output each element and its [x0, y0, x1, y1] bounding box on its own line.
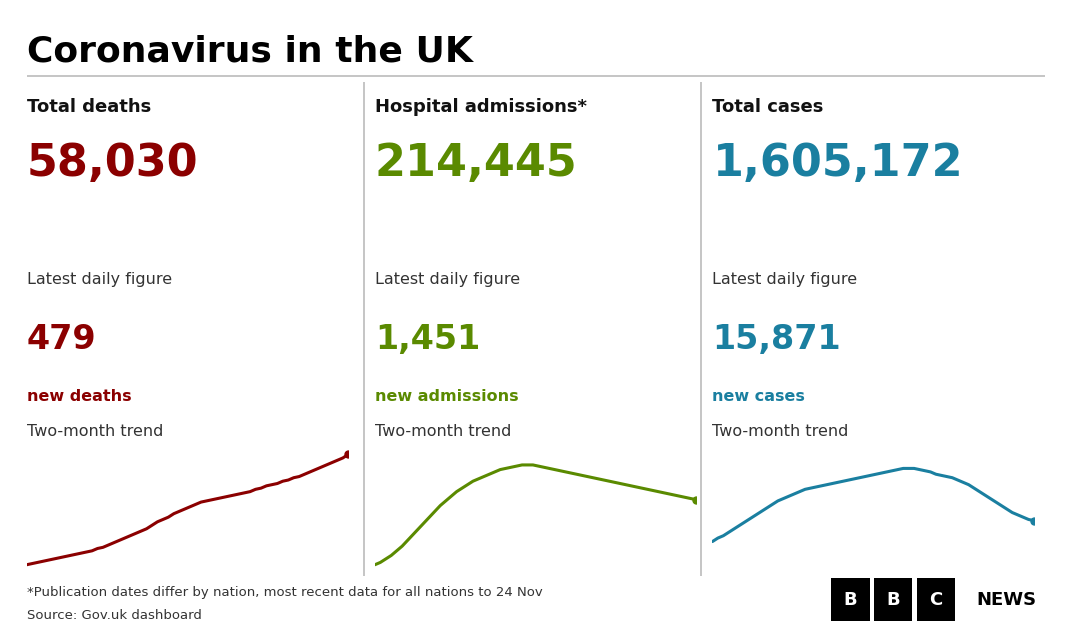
Text: 479: 479 — [27, 323, 96, 356]
Text: 214,445: 214,445 — [375, 142, 578, 185]
Text: Latest daily figure: Latest daily figure — [712, 272, 857, 287]
Text: new deaths: new deaths — [27, 389, 131, 404]
Text: NEWS: NEWS — [976, 591, 1036, 609]
FancyBboxPatch shape — [874, 579, 912, 622]
Text: Latest daily figure: Latest daily figure — [375, 272, 520, 287]
Text: Two-month trend: Two-month trend — [27, 424, 163, 439]
Text: 15,871: 15,871 — [712, 323, 841, 356]
Text: Source: Gov.uk dashboard: Source: Gov.uk dashboard — [27, 609, 201, 622]
Text: Two-month trend: Two-month trend — [375, 424, 512, 439]
Text: Hospital admissions*: Hospital admissions* — [375, 98, 587, 116]
Text: Latest daily figure: Latest daily figure — [27, 272, 172, 287]
Text: new admissions: new admissions — [375, 389, 518, 404]
FancyBboxPatch shape — [831, 579, 870, 622]
Text: C: C — [930, 591, 942, 609]
Text: Coronavirus in the UK: Coronavirus in the UK — [27, 35, 472, 69]
Text: Two-month trend: Two-month trend — [712, 424, 849, 439]
Text: B: B — [844, 591, 857, 609]
Text: B: B — [887, 591, 900, 609]
Text: 58,030: 58,030 — [27, 142, 198, 185]
Text: 1,605,172: 1,605,172 — [712, 142, 963, 185]
Text: Total deaths: Total deaths — [27, 98, 151, 116]
FancyBboxPatch shape — [917, 579, 955, 622]
Text: 1,451: 1,451 — [375, 323, 480, 356]
Text: Total cases: Total cases — [712, 98, 824, 116]
Text: new cases: new cases — [712, 389, 805, 404]
Text: *Publication dates differ by nation, most recent data for all nations to 24 Nov: *Publication dates differ by nation, mos… — [27, 586, 543, 599]
